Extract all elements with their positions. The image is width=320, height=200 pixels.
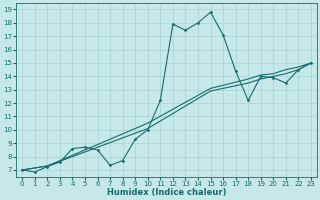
X-axis label: Humidex (Indice chaleur): Humidex (Indice chaleur) xyxy=(107,188,226,197)
